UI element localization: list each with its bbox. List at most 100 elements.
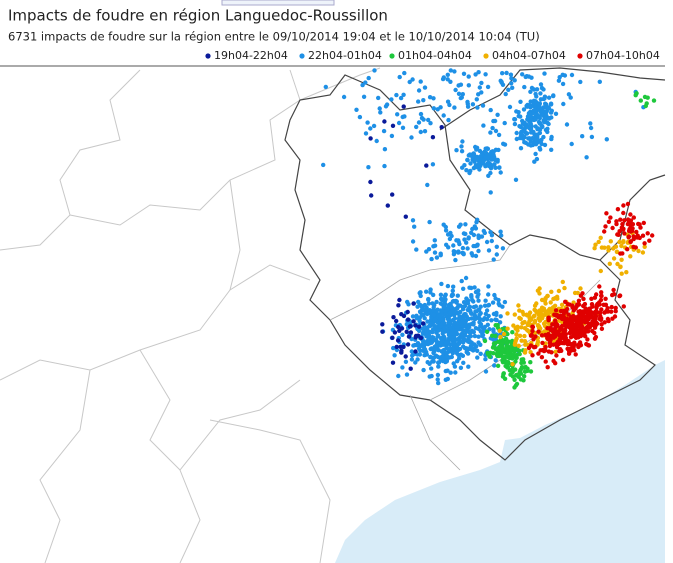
impact	[484, 317, 490, 322]
impact	[466, 364, 471, 369]
impact	[530, 328, 535, 334]
impact	[607, 261, 612, 266]
impact	[476, 162, 481, 167]
impact	[530, 353, 535, 358]
impact	[396, 120, 402, 126]
impact	[545, 126, 550, 131]
impact	[522, 333, 527, 339]
impact	[593, 242, 598, 247]
impact	[512, 342, 518, 347]
impact	[618, 251, 623, 256]
impact	[464, 328, 469, 333]
impact	[553, 296, 558, 301]
impact	[536, 312, 542, 318]
impact	[530, 324, 535, 329]
impact	[455, 324, 460, 329]
impact	[535, 127, 540, 132]
impact	[489, 238, 494, 244]
impact	[586, 329, 591, 334]
impact	[476, 70, 481, 75]
impact	[573, 332, 578, 338]
impact	[476, 307, 482, 312]
borders	[0, 67, 381, 563]
impact	[453, 370, 458, 375]
impact	[414, 124, 419, 130]
impact	[562, 330, 567, 335]
impact	[553, 313, 559, 318]
impact	[483, 369, 489, 374]
impact	[430, 359, 435, 364]
impact	[599, 245, 605, 250]
impact	[435, 372, 441, 378]
impact	[426, 333, 432, 338]
impact	[609, 309, 614, 314]
impact	[466, 83, 471, 88]
impact	[447, 355, 452, 360]
impact	[585, 337, 590, 342]
impact	[405, 342, 411, 347]
impact	[567, 349, 572, 354]
impact	[555, 340, 560, 346]
impact	[500, 246, 506, 251]
impact	[606, 219, 612, 224]
impact	[638, 98, 643, 103]
impact	[400, 365, 405, 370]
impact	[380, 329, 385, 334]
impact	[411, 301, 416, 306]
impact	[451, 284, 456, 289]
impact	[628, 254, 633, 259]
impact	[421, 98, 426, 103]
impact	[438, 323, 444, 329]
impact	[501, 141, 506, 146]
impact	[488, 350, 493, 355]
impact	[456, 336, 461, 341]
impact	[483, 311, 488, 317]
impact	[548, 300, 553, 305]
impact	[458, 82, 464, 87]
impact	[541, 313, 547, 318]
impact	[455, 293, 460, 298]
impact	[599, 290, 604, 295]
impact	[504, 70, 509, 76]
impact	[399, 350, 404, 355]
impact	[521, 107, 527, 112]
impact	[528, 89, 533, 95]
impact	[517, 124, 522, 129]
impact	[391, 345, 396, 351]
impact	[544, 110, 549, 115]
impact	[408, 330, 414, 335]
impact	[416, 328, 422, 333]
impact	[395, 112, 400, 117]
impact	[421, 117, 426, 122]
impact	[442, 305, 447, 310]
impact	[404, 329, 409, 334]
impact	[394, 92, 399, 98]
impact	[421, 367, 426, 373]
impact	[602, 320, 607, 325]
legend-marker	[389, 53, 395, 59]
impact	[578, 286, 583, 291]
impact	[615, 207, 621, 212]
impact	[390, 192, 395, 197]
impact	[481, 123, 486, 128]
impact	[501, 331, 507, 337]
impact	[519, 360, 524, 366]
impact	[527, 111, 532, 117]
impact	[533, 107, 538, 113]
impact	[483, 72, 488, 77]
impact	[493, 333, 498, 339]
impact	[471, 320, 476, 325]
impact	[621, 304, 626, 309]
impact	[400, 332, 405, 337]
impact	[438, 292, 444, 297]
impact	[577, 328, 582, 334]
impact	[429, 366, 434, 371]
impact	[447, 236, 453, 242]
impact	[531, 314, 536, 319]
impact	[437, 313, 443, 319]
impact	[476, 233, 481, 238]
impact	[548, 342, 553, 348]
impact	[536, 351, 541, 356]
impact	[443, 228, 449, 233]
impact	[452, 249, 458, 255]
